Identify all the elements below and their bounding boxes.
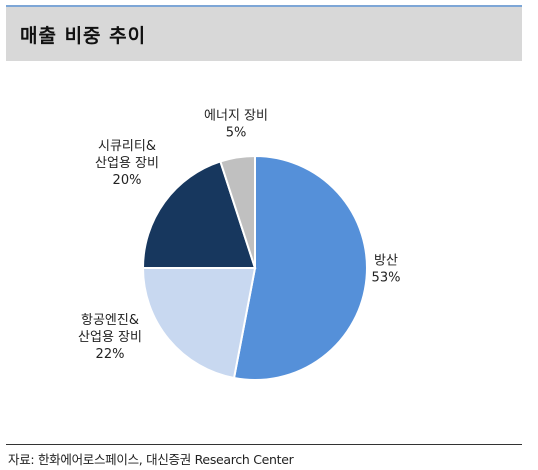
slice-category-label: 산업용 장비 <box>78 330 142 345</box>
chart-title: 매출 비중 추이 <box>20 24 147 47</box>
pie-slice-1 <box>232 154 368 381</box>
bottom-rule <box>6 444 522 445</box>
slice-percent-label: 20% <box>113 173 142 188</box>
source-note: 자료: 한화에어로스페이스, 대신증권 Research Center <box>8 452 294 467</box>
slice-category-label: 산업용 장비 <box>95 156 159 171</box>
slice-category-label: 항공엔진& <box>81 313 139 328</box>
slice-percent-label: 22% <box>96 347 125 362</box>
slice-percent-label: 53% <box>372 271 401 286</box>
slice-category-label: 시큐리티& <box>98 139 156 154</box>
top-rule <box>6 5 522 7</box>
slice-category-label: 방산 <box>374 254 398 269</box>
slice-category-label: 에너지 장비 <box>204 109 268 124</box>
header-bar: 매출 비중 추이 <box>6 7 522 61</box>
slice-percent-label: 5% <box>226 126 247 141</box>
pie-slice-2 <box>141 267 257 380</box>
pie-chart: 방산 53% 항공엔진&산업용 장비 22% 시큐리티&산업용 장비 20% 에너지 장비 5… <box>78 109 401 381</box>
pie-slice-3 <box>141 160 257 269</box>
pie-slice-4 <box>219 154 256 269</box>
